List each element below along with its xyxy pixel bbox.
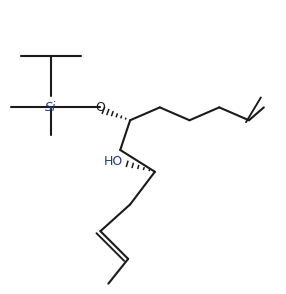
- Text: Si: Si: [45, 101, 57, 114]
- Text: O: O: [96, 101, 105, 114]
- Text: HO: HO: [104, 155, 123, 168]
